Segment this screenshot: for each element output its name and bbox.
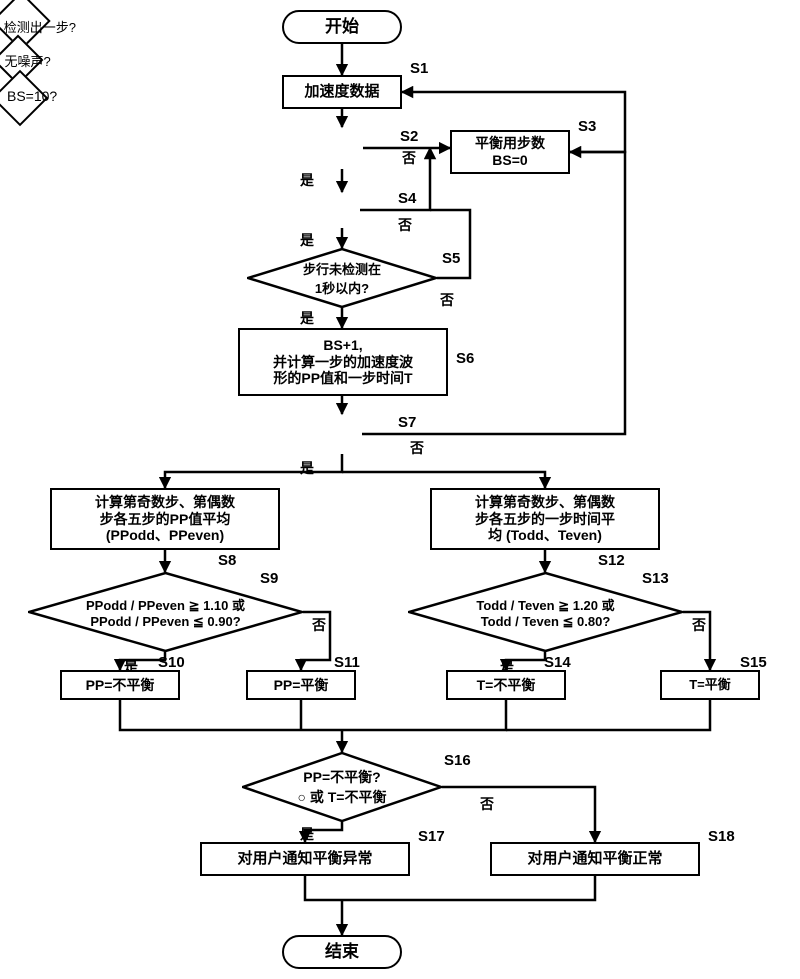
s2-step-tag: S2: [400, 128, 418, 145]
s16-step-tag: S16: [444, 752, 471, 769]
s9-step-tag: S9: [260, 570, 278, 587]
s5-decision-label: 步行未检测在 1秒以内?: [247, 248, 437, 308]
s1-label: 加速度数据: [304, 83, 379, 101]
s2-decision-label: 检测出一步?: [4, 17, 76, 36]
s11-process: PP=平衡: [246, 670, 356, 700]
s11-step-tag: S11: [334, 654, 360, 671]
s10-process: PP=不平衡: [60, 670, 180, 700]
s14-process: T=不平衡: [446, 670, 566, 700]
s6-label: BS+1, 并计算一步的加速度波 形的PP值和一步时间T: [273, 337, 413, 387]
s13-no-label: 否: [692, 615, 706, 635]
s4-step-tag: S4: [398, 190, 416, 207]
s4-decision-label: 无噪声?: [5, 51, 51, 70]
s7-no-label: 否: [410, 438, 424, 458]
end-label: 结束: [325, 942, 359, 962]
s8-process: 计算第奇数步、第偶数 步各五步的PP值平均 (PPodd、PPeven): [50, 488, 280, 550]
s12-step-tag: S12: [598, 552, 625, 569]
s6-step-tag: S6: [456, 350, 474, 367]
s2-no-label: 否: [402, 148, 416, 168]
s16-decision: PP=不平衡? ○ 或 T=不平衡: [242, 752, 442, 822]
s9-no-label: 否: [312, 615, 326, 635]
s18-label: 对用户通知平衡正常: [527, 850, 662, 868]
s18-step-tag: S18: [708, 828, 735, 845]
end-terminator: 结束: [282, 935, 402, 969]
s3-process: 平衡用步数 BS=0: [450, 130, 570, 174]
s10-step-tag: S10: [158, 654, 185, 671]
s12-label: 计算第奇数步、第偶数 步各五步的一步时间平 均 (Todd、Teven): [475, 494, 615, 544]
s16-no-label: 否: [480, 794, 494, 814]
s5-decision: 步行未检测在 1秒以内?: [247, 248, 437, 308]
s7-decision-label: BS=10?: [7, 88, 57, 104]
s16-decision-label: PP=不平衡? ○ 或 T=不平衡: [242, 752, 442, 822]
s5-no-label: 否: [440, 290, 454, 310]
s16-yes-label: 是: [300, 824, 314, 844]
s14-label: T=不平衡: [477, 677, 536, 694]
s7-decision: BS=10?: [0, 70, 48, 127]
s3-label: 平衡用步数 BS=0: [475, 135, 545, 169]
s13-step-tag: S13: [642, 570, 669, 587]
start-label: 开始: [325, 17, 359, 37]
s15-label: T=平衡: [689, 677, 731, 693]
s17-process: 对用户通知平衡异常: [200, 842, 410, 876]
s17-step-tag: S17: [418, 828, 445, 845]
s1-step-tag: S1: [410, 60, 428, 77]
s1-process: 加速度数据: [282, 75, 402, 109]
s6-process: BS+1, 并计算一步的加速度波 形的PP值和一步时间T: [238, 328, 448, 396]
s8-step-tag: S8: [218, 552, 236, 569]
s3-step-tag: S3: [578, 118, 596, 135]
s2-yes-label: 是: [300, 170, 314, 190]
s15-process: T=平衡: [660, 670, 760, 700]
flowchart-canvas: 开始加速度数据S1检测出一步?S2是否平衡用步数 BS=0S3无噪声?S4是否步…: [0, 0, 800, 979]
s5-step-tag: S5: [442, 250, 460, 267]
s15-step-tag: S15: [740, 654, 767, 671]
s11-label: PP=平衡: [274, 677, 329, 694]
start-terminator: 开始: [282, 10, 402, 44]
s8-label: 计算第奇数步、第偶数 步各五步的PP值平均 (PPodd、PPeven): [95, 494, 235, 544]
s10-label: PP=不平衡: [86, 677, 155, 694]
s12-process: 计算第奇数步、第偶数 步各五步的一步时间平 均 (Todd、Teven): [430, 488, 660, 550]
s7-yes-label: 是: [300, 458, 314, 478]
s7-step-tag: S7: [398, 414, 416, 431]
s14-step-tag: S14: [544, 654, 571, 671]
s17-label: 对用户通知平衡异常: [237, 850, 372, 868]
s4-yes-label: 是: [300, 230, 314, 250]
s4-no-label: 否: [398, 215, 412, 235]
s18-process: 对用户通知平衡正常: [490, 842, 700, 876]
s5-yes-label: 是: [300, 308, 314, 328]
